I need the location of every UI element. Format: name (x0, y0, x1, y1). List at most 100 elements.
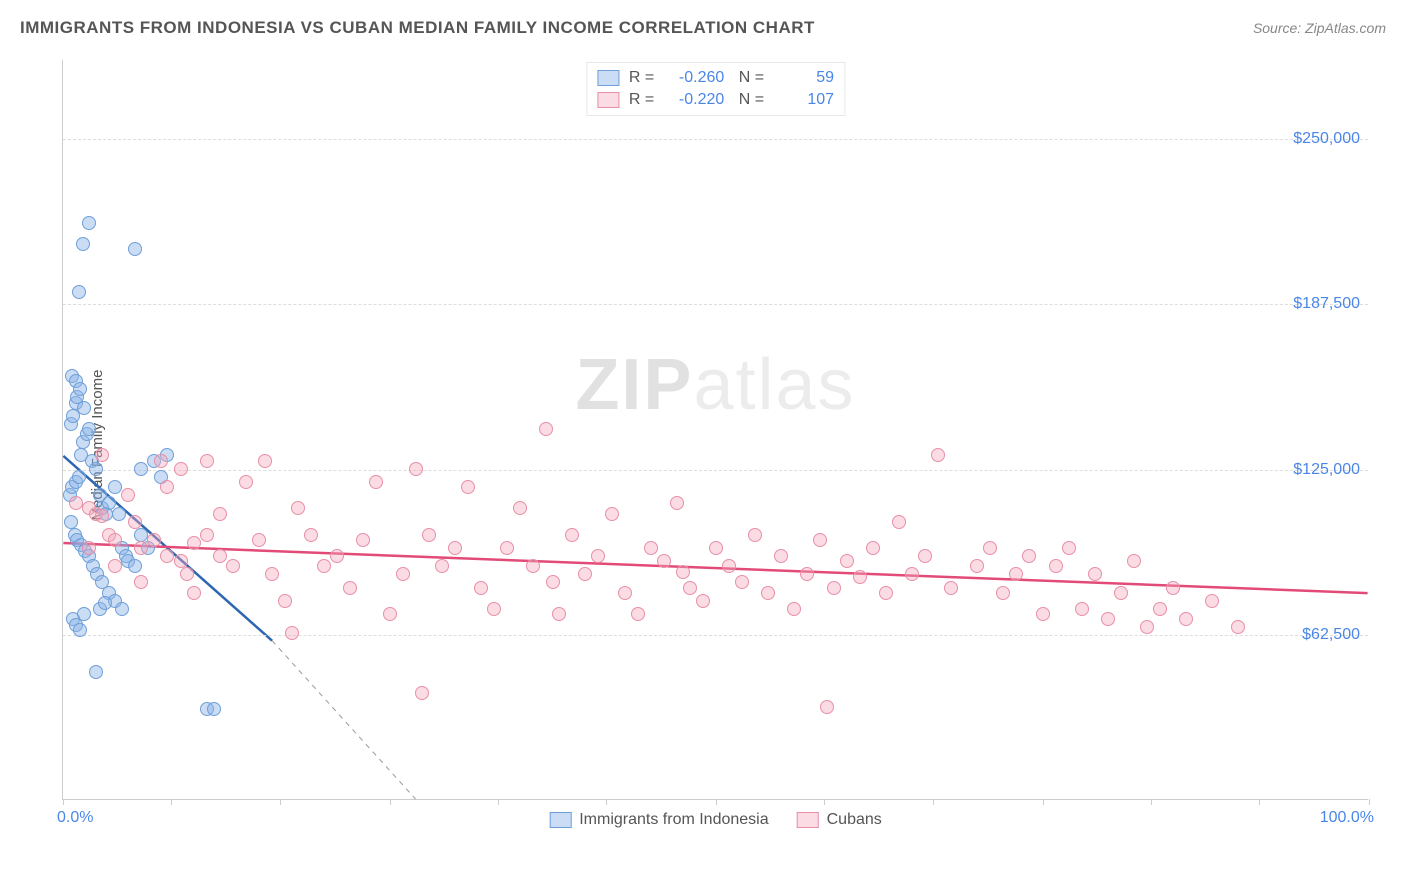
data-point-indonesia (89, 665, 103, 679)
x-tick-label-right: 100.0% (1320, 809, 1374, 827)
gridline (63, 304, 1368, 305)
data-point-indonesia (128, 559, 142, 573)
data-point-cubans (108, 559, 122, 573)
legend-n-value: 59 (774, 69, 834, 87)
data-point-cubans (317, 559, 331, 573)
data-point-cubans (1062, 541, 1076, 555)
x-tick (1043, 799, 1044, 805)
data-point-cubans (1036, 607, 1050, 621)
data-point-cubans (591, 549, 605, 563)
plot-container: Median Family Income ZIPatlas R =-0.260 … (50, 60, 1386, 830)
data-point-cubans (500, 541, 514, 555)
legend-n-label: N = (734, 69, 764, 87)
data-point-cubans (128, 515, 142, 529)
chart-source: Source: ZipAtlas.com (1253, 20, 1386, 36)
data-point-indonesia (72, 285, 86, 299)
data-point-indonesia (77, 607, 91, 621)
data-point-cubans (160, 549, 174, 563)
y-tick-label: $62,500 (1302, 626, 1360, 644)
data-point-cubans (1114, 586, 1128, 600)
legend-row-cubans: R =-0.220 N =107 (597, 89, 834, 111)
data-point-indonesia (76, 237, 90, 251)
data-point-cubans (774, 549, 788, 563)
y-tick-label: $187,500 (1293, 295, 1360, 313)
legend-swatch (597, 92, 619, 108)
data-point-cubans (147, 533, 161, 547)
data-point-cubans (82, 541, 96, 555)
data-point-cubans (1205, 594, 1219, 608)
data-point-indonesia (128, 242, 142, 256)
data-point-cubans (605, 507, 619, 521)
legend-swatch (597, 70, 619, 86)
data-point-cubans (1231, 620, 1245, 634)
gridline (63, 635, 1368, 636)
data-point-cubans (696, 594, 710, 608)
x-tick (171, 799, 172, 805)
data-point-cubans (644, 541, 658, 555)
data-point-cubans (1009, 567, 1023, 581)
data-point-cubans (1022, 549, 1036, 563)
data-point-indonesia (134, 462, 148, 476)
data-point-cubans (879, 586, 893, 600)
legend-r-value: -0.220 (664, 91, 724, 109)
data-point-cubans (931, 448, 945, 462)
data-point-cubans (213, 507, 227, 521)
chart-title: IMMIGRANTS FROM INDONESIA VS CUBAN MEDIA… (20, 18, 815, 38)
data-point-cubans (291, 501, 305, 515)
legend-r-value: -0.260 (664, 69, 724, 87)
data-point-indonesia (73, 382, 87, 396)
data-point-cubans (944, 581, 958, 595)
data-point-cubans (108, 533, 122, 547)
data-point-indonesia (82, 216, 96, 230)
data-point-cubans (278, 594, 292, 608)
data-point-cubans (252, 533, 266, 547)
data-point-cubans (200, 528, 214, 542)
data-point-cubans (265, 567, 279, 581)
data-point-cubans (709, 541, 723, 555)
x-tick-label-left: 0.0% (57, 809, 93, 827)
data-point-cubans (735, 575, 749, 589)
data-point-cubans (578, 567, 592, 581)
data-point-cubans (800, 567, 814, 581)
data-point-cubans (95, 448, 109, 462)
data-point-cubans (670, 496, 684, 510)
data-point-cubans (1153, 602, 1167, 616)
data-point-cubans (761, 586, 775, 600)
data-point-cubans (95, 509, 109, 523)
data-point-cubans (996, 586, 1010, 600)
data-point-cubans (174, 554, 188, 568)
trendline-extrapolated (272, 641, 415, 799)
data-point-cubans (552, 607, 566, 621)
data-point-cubans (657, 554, 671, 568)
legend-swatch (797, 812, 819, 828)
y-tick-label: $250,000 (1293, 130, 1360, 148)
data-point-cubans (853, 570, 867, 584)
data-point-cubans (840, 554, 854, 568)
data-point-cubans (546, 575, 560, 589)
data-point-cubans (422, 528, 436, 542)
legend-row-indonesia: R =-0.260 N =59 (597, 67, 834, 89)
data-point-cubans (813, 533, 827, 547)
data-point-cubans (330, 549, 344, 563)
data-point-cubans (304, 528, 318, 542)
series-legend-item: Immigrants from Indonesia (549, 811, 768, 829)
data-point-cubans (683, 581, 697, 595)
data-point-indonesia (64, 515, 78, 529)
x-tick (824, 799, 825, 805)
data-point-cubans (676, 565, 690, 579)
data-point-cubans (200, 454, 214, 468)
watermark: ZIPatlas (575, 344, 855, 426)
data-point-cubans (866, 541, 880, 555)
data-point-cubans (1127, 554, 1141, 568)
data-point-cubans (1101, 612, 1115, 626)
data-point-cubans (226, 559, 240, 573)
data-point-cubans (1075, 602, 1089, 616)
legend-n-label: N = (734, 91, 764, 109)
data-point-cubans (435, 559, 449, 573)
legend-n-value: 107 (774, 91, 834, 109)
data-point-cubans (722, 559, 736, 573)
data-point-cubans (892, 515, 906, 529)
data-point-cubans (539, 422, 553, 436)
legend-label: Immigrants from Indonesia (579, 811, 768, 829)
data-point-cubans (213, 549, 227, 563)
